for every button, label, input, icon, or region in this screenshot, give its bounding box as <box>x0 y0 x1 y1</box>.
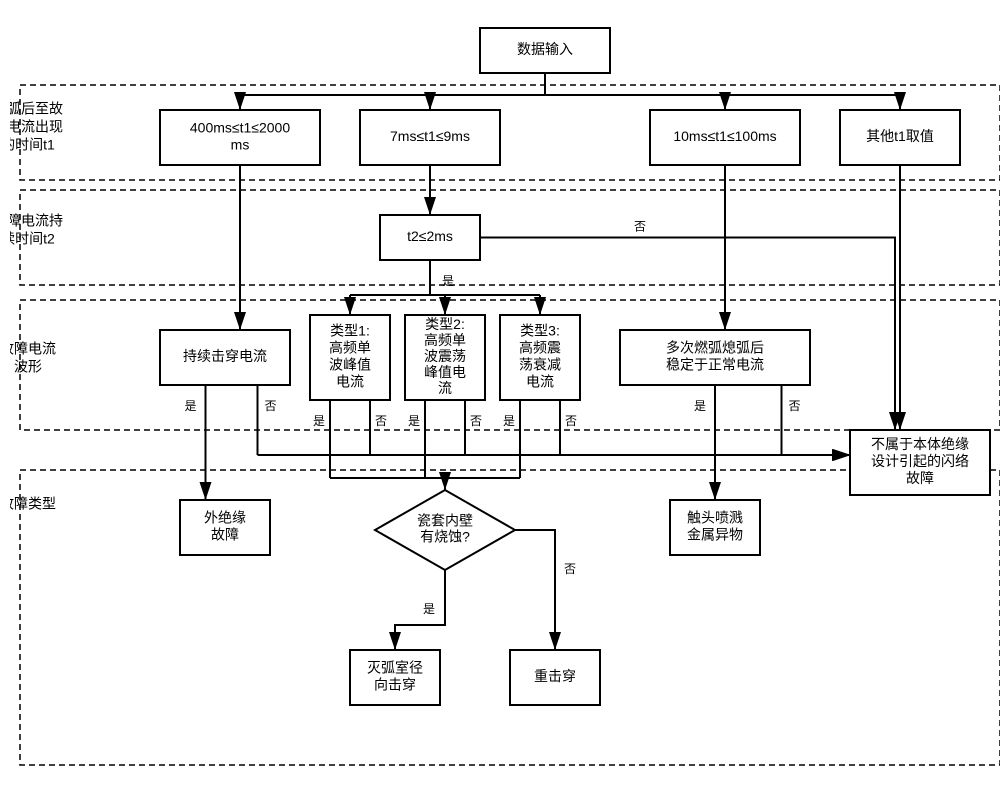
svg-text:多次燃弧熄弧后: 多次燃弧熄弧后 <box>666 340 764 356</box>
svg-text:高频震: 高频震 <box>519 340 561 356</box>
svg-text:的时间t1: 的时间t1 <box>10 137 55 153</box>
svg-text:t2≤2ms: t2≤2ms <box>407 228 453 244</box>
edge <box>515 530 555 650</box>
svg-text:类型1:: 类型1: <box>330 323 370 339</box>
svg-text:故障: 故障 <box>211 527 239 543</box>
svg-text:波震荡: 波震荡 <box>424 348 466 364</box>
svg-text:否: 否 <box>565 414 577 428</box>
svg-text:是: 是 <box>694 399 706 413</box>
svg-text:波峰值: 波峰值 <box>329 357 371 373</box>
svg-text:是: 是 <box>442 274 454 288</box>
svg-text:向击穿: 向击穿 <box>374 677 416 693</box>
svg-text:高频单: 高频单 <box>329 340 371 356</box>
svg-text:瓷套内壁: 瓷套内壁 <box>417 513 473 529</box>
svg-text:其他t1取值: 其他t1取值 <box>866 128 934 144</box>
svg-text:否: 否 <box>264 399 276 413</box>
svg-text:数据输入: 数据输入 <box>517 41 573 57</box>
svg-text:类型3:: 类型3: <box>520 323 560 339</box>
svg-text:障电流出现: 障电流出现 <box>10 119 63 135</box>
svg-text:高频单: 高频单 <box>424 332 466 348</box>
svg-text:10ms≤t1≤100ms: 10ms≤t1≤100ms <box>673 128 776 144</box>
svg-text:否: 否 <box>470 414 482 428</box>
svg-text:稳定于正常电流: 稳定于正常电流 <box>666 357 764 373</box>
svg-text:波形: 波形 <box>14 359 42 375</box>
svg-text:否: 否 <box>564 562 576 576</box>
svg-text:是: 是 <box>313 414 325 428</box>
svg-text:金属异物: 金属异物 <box>687 527 743 543</box>
svg-text:是: 是 <box>503 414 515 428</box>
group-g4 <box>20 470 1000 765</box>
svg-text:重击穿: 重击穿 <box>534 668 576 684</box>
svg-text:电流: 电流 <box>336 374 364 390</box>
svg-text:荡衰减: 荡衰减 <box>519 357 561 373</box>
svg-text:是: 是 <box>423 602 435 616</box>
svg-text:峰值电: 峰值电 <box>424 364 466 380</box>
svg-text:持续击穿电流: 持续击穿电流 <box>183 348 267 364</box>
svg-text:是: 是 <box>408 414 420 428</box>
svg-text:流: 流 <box>438 380 452 396</box>
svg-text:电流: 电流 <box>526 374 554 390</box>
svg-text:有烧蚀?: 有烧蚀? <box>420 529 470 545</box>
svg-text:熄弧后至故: 熄弧后至故 <box>10 101 63 117</box>
svg-text:续时间t2: 续时间t2 <box>10 231 55 247</box>
svg-text:是: 是 <box>184 399 196 413</box>
svg-text:触头喷溅: 触头喷溅 <box>687 510 743 526</box>
svg-text:故障电流持: 故障电流持 <box>10 213 63 229</box>
svg-text:否: 否 <box>634 220 646 234</box>
svg-text:故障类型: 故障类型 <box>10 496 56 512</box>
svg-text:灭弧室径: 灭弧室径 <box>367 660 423 676</box>
svg-text:不属于本体绝缘: 不属于本体绝缘 <box>871 436 969 452</box>
svg-text:故障电流: 故障电流 <box>10 341 56 357</box>
svg-text:外绝缘: 外绝缘 <box>204 510 246 526</box>
svg-text:故障: 故障 <box>906 470 934 486</box>
svg-text:否: 否 <box>375 414 387 428</box>
svg-text:否: 否 <box>788 399 800 413</box>
svg-text:7ms≤t1≤9ms: 7ms≤t1≤9ms <box>390 128 470 144</box>
svg-text:ms: ms <box>231 137 250 153</box>
svg-text:400ms≤t1≤2000: 400ms≤t1≤2000 <box>190 120 290 136</box>
edge <box>395 570 445 650</box>
svg-text:设计引起的闪络: 设计引起的闪络 <box>871 453 969 469</box>
svg-text:类型2:: 类型2: <box>425 316 465 332</box>
